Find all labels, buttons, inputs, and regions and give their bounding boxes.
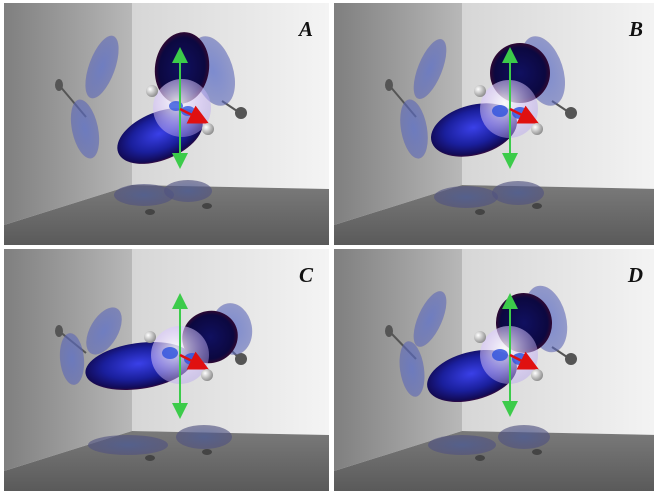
floor [334,185,654,245]
x-axis-arrow-icon [509,105,539,124]
panel-c: C [4,249,329,491]
panel-label: A [298,17,313,41]
panel-label: B [628,17,643,41]
panel-d: D [334,249,654,491]
floor-shadow [434,181,544,215]
wall-projection [385,291,447,397]
floor [334,431,654,491]
wall-projection [55,307,122,385]
panel-label: C [298,263,313,287]
orbital [85,293,238,419]
orbital [117,32,214,169]
floor-shadow [114,180,212,215]
panel-b: B [334,3,654,245]
orbital-scene [334,249,654,491]
wall-projection [55,35,119,159]
orbital-scene [4,3,329,245]
orbital [427,293,553,417]
orbital-scene [334,3,654,245]
x-axis-arrow-icon [509,351,539,370]
floor-shadow [428,425,550,461]
orbital [431,43,550,169]
panel-label: D [627,263,643,287]
floor [4,185,329,245]
x-axis-arrow-icon [179,351,209,370]
panel-a: A [4,3,329,245]
floor [4,431,329,491]
orbital-scene [4,249,329,491]
wall-projection [385,38,447,159]
x-axis-arrow-icon [179,105,209,124]
floor-shadow [88,425,232,461]
